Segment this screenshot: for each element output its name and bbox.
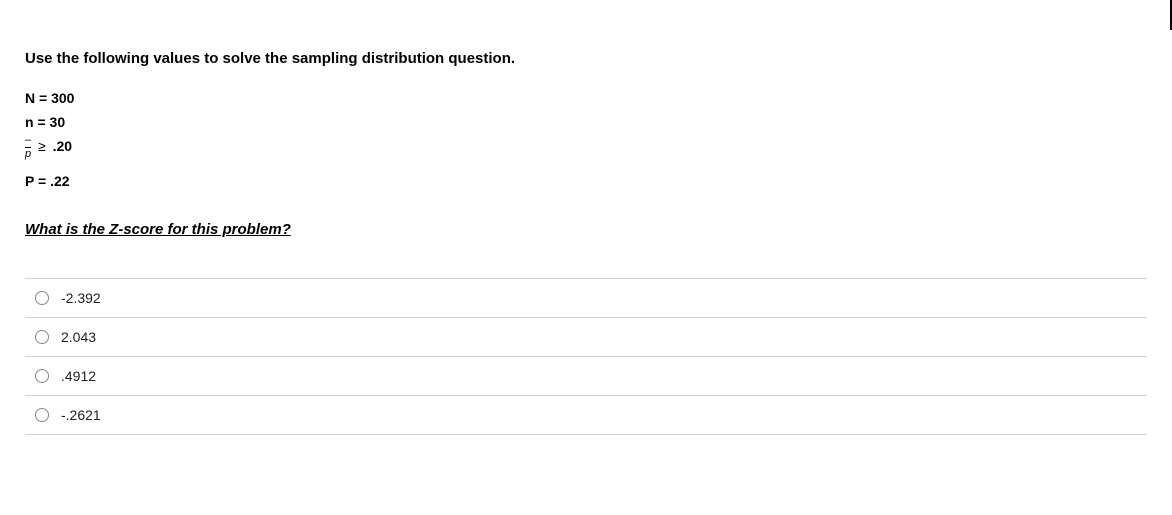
radio-icon [35, 330, 49, 344]
answer-options: -2.392 2.043 .4912 -.2621 [25, 278, 1147, 435]
given-4-value: .22 [50, 173, 69, 189]
p-bar-fraction: – p [25, 135, 31, 160]
given-line-3: – p ≥ .20 [25, 135, 1147, 160]
answer-option[interactable]: .4912 [25, 357, 1147, 396]
radio-icon [35, 369, 49, 383]
given-line-2: n = 30 [25, 111, 1147, 135]
given-values-block: N = 300 n = 30 – p ≥ .20 P = .22 [25, 87, 1147, 193]
question-prompt: Use the following values to solve the sa… [25, 50, 1147, 67]
answer-option[interactable]: -2.392 [25, 279, 1147, 318]
given-3-value: .20 [53, 138, 72, 154]
answer-option[interactable]: -.2621 [25, 396, 1147, 435]
answer-option[interactable]: 2.043 [25, 318, 1147, 357]
question-content: Use the following values to solve the sa… [0, 0, 1172, 455]
radio-icon [35, 291, 49, 305]
geq-symbol: ≥ [38, 138, 46, 154]
option-label: .4912 [61, 368, 96, 384]
given-line-1: N = 300 [25, 87, 1147, 111]
given-1-value: 300 [51, 90, 74, 106]
given-2-label: n [25, 114, 34, 130]
given-4-label: P [25, 173, 34, 189]
given-line-4: P = .22 [25, 170, 1147, 194]
option-label: -.2621 [61, 407, 101, 423]
given-2-value: 30 [50, 114, 66, 130]
option-label: 2.043 [61, 329, 96, 345]
sub-question: What is the Z-score for this problem? [25, 221, 1147, 238]
radio-icon [35, 408, 49, 422]
option-label: -2.392 [61, 290, 101, 306]
given-1-label: N [25, 90, 35, 106]
